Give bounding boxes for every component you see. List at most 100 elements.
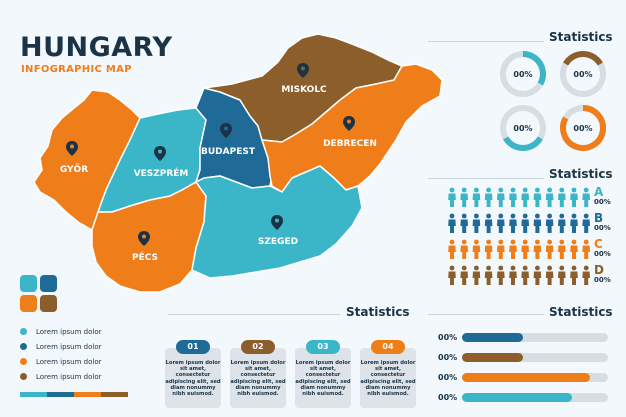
bar-row: 00% <box>438 327 608 347</box>
person-icon <box>558 213 566 233</box>
card-number-4: 04 <box>371 340 405 354</box>
donut-3-label: 00% <box>513 124 532 133</box>
city-label-szeged: SZEGED <box>258 237 298 247</box>
divider <box>428 41 544 42</box>
stats-title-bars: Statistics <box>549 305 613 319</box>
map-pin-icon <box>343 116 355 131</box>
donut-1-label: 00% <box>513 70 532 79</box>
person-icon <box>472 187 481 207</box>
bar-pct: 00% <box>438 372 458 382</box>
color-stripe <box>20 392 128 397</box>
row-letter-a: A <box>594 185 604 199</box>
person-icon <box>509 265 517 285</box>
person-icon <box>570 213 578 233</box>
city-label-budapest: BUDAPEST <box>201 147 256 157</box>
row-pct-a: 00% <box>594 198 611 206</box>
divider <box>428 314 544 315</box>
card-number-3: 03 <box>306 340 340 354</box>
person-icon <box>582 187 590 207</box>
map-pin-icon <box>271 215 283 230</box>
card-text: Lorem ipsum dolor sit amet, consectetur … <box>360 360 416 398</box>
bar-track <box>462 352 608 362</box>
bar-track <box>462 372 608 382</box>
donut-2: 00% <box>560 51 606 97</box>
person-icon <box>558 265 566 285</box>
bar-fill <box>462 332 524 342</box>
city-label-miskolc: MISKOLC <box>281 85 327 95</box>
person-icon <box>484 213 493 233</box>
swatch-teal <box>20 275 37 292</box>
person-icon <box>521 239 529 259</box>
bar-fill <box>462 372 591 382</box>
info-card-3: Lorem ipsum dolor sit amet, consectetur … <box>295 348 351 408</box>
person-icon <box>570 239 578 259</box>
legend-label: Lorem ipsum dolor <box>36 372 102 381</box>
legend-item: Lorem ipsum dolor <box>20 339 101 354</box>
map-pin-icon <box>66 141 78 156</box>
legend-label: Lorem ipsum dolor <box>36 357 102 366</box>
row-letter-c: C <box>594 237 603 251</box>
person-icon <box>497 213 505 233</box>
divider <box>168 314 340 315</box>
legend-item: Lorem ipsum dolor <box>20 354 101 369</box>
city-label-pecs: PÉCS <box>132 251 158 263</box>
bar-fill <box>462 352 524 362</box>
swatch-blue <box>40 275 57 292</box>
person-icon <box>558 187 566 207</box>
person-icon <box>521 213 529 233</box>
person-icon <box>460 265 468 285</box>
legend-dot <box>20 358 27 365</box>
city-label-veszprem: VESZPRÉM <box>134 167 189 179</box>
row-pct-d: 00% <box>594 276 611 284</box>
donut-4-label: 00% <box>573 124 592 133</box>
stats-title-cards: Statistics <box>346 305 410 319</box>
card-text: Lorem ipsum dolor sit amet, consectetur … <box>230 360 286 398</box>
bar-pct: 00% <box>438 392 458 402</box>
people-letters: A 00% B 00% C 00% D 00% <box>594 186 614 290</box>
card-text: Lorem ipsum dolor sit amet, consectetur … <box>295 360 351 398</box>
info-card-1: Lorem ipsum dolor sit amet, consectetur … <box>165 348 221 408</box>
person-icon <box>533 187 542 207</box>
person-icon <box>484 187 493 207</box>
card-number-2: 02 <box>241 340 275 354</box>
person-icon <box>460 213 468 233</box>
person-icon <box>545 187 554 207</box>
row-letter-b: B <box>594 211 604 225</box>
bar-list: 00% 00% 00% 00% <box>438 327 608 407</box>
person-icon <box>545 265 554 285</box>
bar-track <box>462 392 608 402</box>
person-icon <box>533 213 542 233</box>
region-gyor <box>33 89 141 231</box>
donut-1: 00% <box>500 51 546 97</box>
person-icon <box>582 239 590 259</box>
person-icon <box>497 265 505 285</box>
person-icon <box>497 239 505 259</box>
card-text: Lorem ipsum dolor sit amet, consectetur … <box>165 360 221 398</box>
bar-track <box>462 332 608 342</box>
row-pct-c: 00% <box>594 250 611 258</box>
person-icon <box>460 239 468 259</box>
swatch-orange <box>20 295 37 312</box>
person-icon <box>509 213 517 233</box>
person-icon <box>558 239 566 259</box>
person-icon <box>497 187 505 207</box>
person-icon <box>582 213 590 233</box>
person-icon <box>472 239 481 259</box>
donut-charts: 00% 00% 00% 00% <box>500 51 606 151</box>
row-letter-d: D <box>594 263 604 277</box>
person-icon <box>472 213 481 233</box>
bar-row: 00% <box>438 347 608 367</box>
legend-dot <box>20 328 27 335</box>
legend-label: Lorem ipsum dolor <box>36 327 102 336</box>
stats-title-donuts: Statistics <box>549 30 613 44</box>
bar-pct: 00% <box>438 332 458 342</box>
person-icon <box>521 187 529 207</box>
map-pin-icon <box>220 123 232 138</box>
person-icon <box>521 265 529 285</box>
person-icon <box>509 187 517 207</box>
person-icon <box>460 187 468 207</box>
person-icon <box>582 265 590 285</box>
legend-dot <box>20 373 27 380</box>
person-icon <box>472 265 481 285</box>
